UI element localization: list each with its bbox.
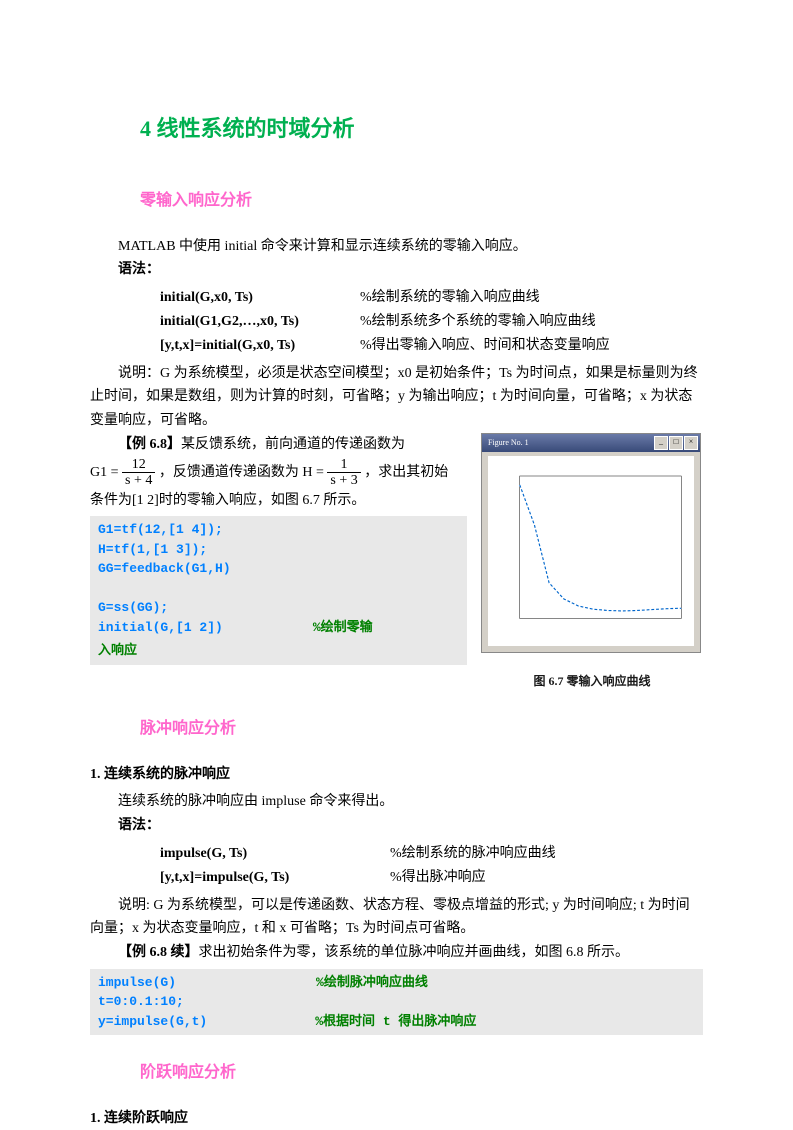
ex68-cont: 【例 6.8 续】求出初始条件为零，该系统的单位脉冲响应并画曲线，如图 6.8 … [90, 941, 703, 965]
frac-den: s + 4 [122, 473, 155, 488]
figure-col: Figure No. 1 _ □ × 图 6.7 零输入响应曲线 [481, 433, 703, 691]
ex68-line2: 条件为[1 2]时的零输入响应，如图 6.7 所示。 [90, 489, 467, 513]
syntax-row: initial(G1,G2,…,x0, Ts) %绘制系统多个系统的零输入响应曲… [160, 310, 703, 334]
plot-area [488, 456, 694, 646]
ex-label: 【例 6.8 续】 [118, 945, 199, 960]
window-titlebar: Figure No. 1 _ □ × [482, 434, 700, 452]
code-comment: %根据时间 t 得出脉冲响应 [315, 1014, 476, 1029]
ex-pre: 某反馈系统，前向通道的传递函数为 [181, 437, 405, 452]
syntax-list-2: impulse(G, Ts) %绘制系统的脉冲响应曲线 [y,t,x]=impu… [160, 842, 703, 890]
syntax-label-2: 语法： [90, 814, 703, 838]
code-line: y=impulse(G,t) %根据时间 t 得出脉冲响应 [98, 1012, 695, 1032]
window-title: Figure No. 1 [484, 436, 529, 450]
main-title: 4 线性系统的时域分析 [140, 110, 703, 147]
frac-g1: 12s + 4 [122, 457, 155, 489]
frac-den: s + 3 [327, 473, 360, 488]
syntax-label: 语法： [90, 258, 703, 282]
close-icon: × [684, 436, 698, 450]
syntax-right: %得出脉冲响应 [390, 866, 703, 890]
syntax-row: [y,t,x]=impulse(G, Ts) %得出脉冲响应 [160, 866, 703, 890]
section2-title: 脉冲响应分析 [140, 715, 703, 742]
section2-intro: 连续系统的脉冲响应由 impluse 命令来得出。 [90, 790, 703, 814]
code-line: G=ss(GG); [98, 598, 459, 618]
code-line: t=0:0.1:10; [98, 992, 695, 1012]
syntax-list-1: initial(G,x0, Ts) %绘制系统的零输入响应曲线 initial(… [160, 286, 703, 357]
section1-intro: MATLAB 中使用 initial 命令来计算和显示连续系统的零输入响应。 [90, 235, 703, 259]
example-text-col: 【例 6.8】某反馈系统，前向通道的传递函数为 G1 = 12s + 4 ，反馈… [90, 433, 467, 669]
code-line: GG=feedback(G1,H) [98, 559, 459, 579]
line-chart [496, 466, 686, 638]
code-block-1: G1=tf(12,[1 4]); H=tf(1,[1 3]); GG=feedb… [90, 516, 467, 641]
section2-explain: 说明: G 为系统模型，可以是传递函数、状态方程、零极点增益的形式; y 为时间… [90, 894, 703, 942]
frac-h: 1s + 3 [327, 457, 360, 489]
code-line: H=tf(1,[1 3]); [98, 540, 459, 560]
syntax-right: %绘制系统的脉冲响应曲线 [390, 842, 703, 866]
syntax-left: initial(G,x0, Ts) [160, 286, 360, 310]
syntax-row: [y,t,x]=initial(G,x0, Ts) %得出零输入响应、时间和状态… [160, 334, 703, 358]
figure-caption: 图 6.7 零输入响应曲线 [481, 671, 703, 691]
minimize-icon: _ [654, 436, 668, 450]
code-line: initial(G,[1 2]) %绘制零输 [98, 618, 459, 638]
code-line: G1=tf(12,[1 4]); [98, 520, 459, 540]
code-line: impulse(G) %绘制脉冲响应曲线 [98, 973, 695, 993]
section1-explain: 说明：G 为系统模型，必须是状态空间模型；x0 是初始条件；Ts 为时间点，如果… [90, 362, 703, 433]
plot-box [520, 476, 682, 619]
syntax-row: impulse(G, Ts) %绘制系统的脉冲响应曲线 [160, 842, 703, 866]
section2-h3: 1. 连续系统的脉冲响应 [90, 763, 703, 787]
syntax-left: [y,t,x]=initial(G,x0, Ts) [160, 334, 360, 358]
eq-mid: ，反馈通道传递函数为 H = [159, 465, 324, 480]
syntax-left: initial(G1,G2,…,x0, Ts) [160, 310, 360, 334]
frac-num: 1 [327, 457, 360, 473]
code-block-2: impulse(G) %绘制脉冲响应曲线 t=0:0.1:10; y=impuls… [90, 969, 703, 1036]
matlab-figure-window: Figure No. 1 _ □ × [481, 433, 701, 653]
syntax-right: %绘制系统的零输入响应曲线 [360, 286, 703, 310]
code-block-1b: 入响应 [90, 641, 467, 665]
frac-num: 12 [122, 457, 155, 473]
example-wrap: 【例 6.8】某反馈系统，前向通道的传递函数为 G1 = 12s + 4 ，反馈… [90, 433, 703, 691]
eq-post: ，求出其初始 [364, 465, 448, 480]
code-comment: %绘制零输 [313, 620, 373, 635]
document-page: 4 线性系统的时域分析 零输入响应分析 MATLAB 中使用 initial 命… [0, 0, 793, 1122]
ex-text: 求出初始条件为零，该系统的单位脉冲响应并画曲线，如图 6.8 所示。 [199, 945, 630, 960]
window-buttons: _ □ × [654, 436, 698, 450]
code-span: initial(G,[1 2]) [98, 620, 223, 635]
code-span: impulse(G) [98, 975, 176, 990]
syntax-row: initial(G,x0, Ts) %绘制系统的零输入响应曲线 [160, 286, 703, 310]
syntax-right: %得出零输入响应、时间和状态变量响应 [360, 334, 703, 358]
code-span: y=impulse(G,t) [98, 1014, 207, 1029]
syntax-left: impulse(G, Ts) [160, 842, 390, 866]
syntax-right: %绘制系统多个系统的零输入响应曲线 [360, 310, 703, 334]
section3-title: 阶跃响应分析 [140, 1059, 703, 1086]
section1-title: 零输入响应分析 [140, 187, 703, 214]
ex68-eq-line: G1 = 12s + 4 ，反馈通道传递函数为 H = 1s + 3 ，求出其初… [90, 457, 467, 489]
syntax-left: [y,t,x]=impulse(G, Ts) [160, 866, 390, 890]
section3-h3: 1. 连续阶跃响应 [90, 1107, 703, 1130]
code-line [98, 579, 459, 599]
code-comment: %绘制脉冲响应曲线 [316, 975, 428, 990]
response-curve [520, 485, 682, 611]
maximize-icon: □ [669, 436, 683, 450]
eq-g1-left: G1 = [90, 465, 119, 480]
ex68-line1: 【例 6.8】某反馈系统，前向通道的传递函数为 [90, 433, 467, 457]
ex-label: 【例 6.8】 [118, 437, 181, 452]
